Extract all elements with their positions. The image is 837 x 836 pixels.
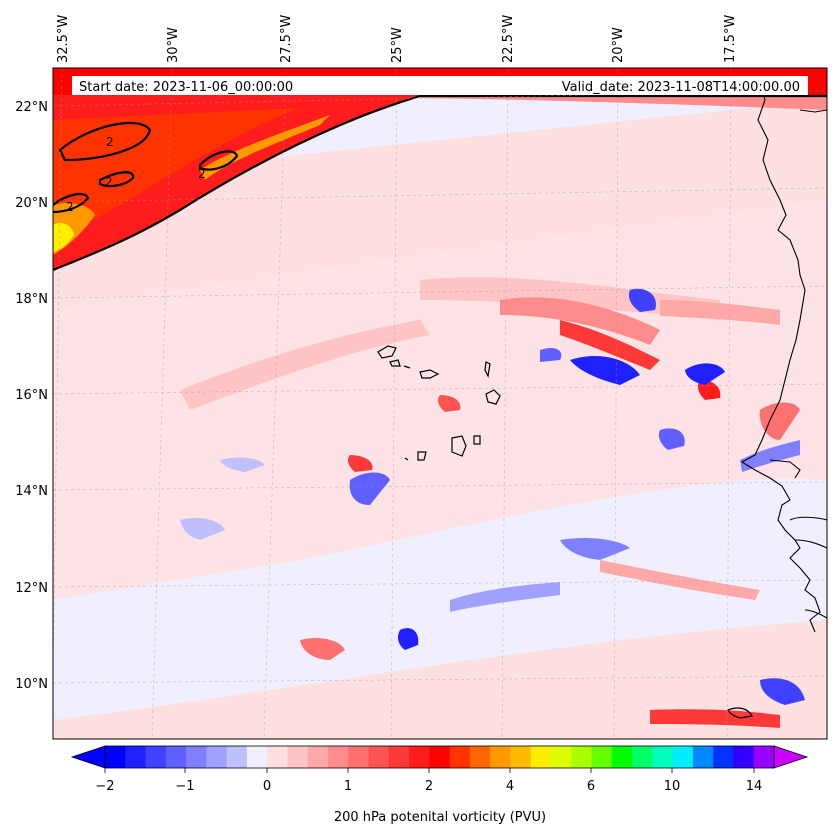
colorbar-cell: [632, 746, 653, 768]
lat-label: 20°N: [15, 196, 48, 211]
colorbar-tick-label: 1: [344, 779, 352, 794]
colorbar-ticks: −2 −1 0 1 2 4 6 10 14: [95, 768, 762, 794]
contour-label: 2: [106, 135, 114, 149]
colorbar-cell: [591, 746, 613, 768]
pv-field: [53, 100, 827, 739]
lon-label: 22.5°W: [501, 15, 516, 63]
cape-verde-islands: [377, 345, 753, 719]
colorbar-cell: [611, 746, 633, 768]
colorbar-cells: [105, 746, 775, 768]
colorbar-cell: [287, 746, 309, 768]
start-date-label: Start date: 2023-11-06_00:00:00: [79, 80, 293, 95]
colorbar-cell: [510, 746, 532, 768]
colorbar-cell: [429, 746, 451, 768]
contour-label: 2: [198, 167, 206, 181]
colorbar-cell: [692, 746, 714, 768]
colorbar-cell: [186, 746, 207, 768]
colorbar-cell: [551, 746, 572, 768]
map-frame: [52, 67, 828, 740]
colorbar-tick-label: 14: [746, 779, 763, 794]
lat-label: 16°N: [15, 388, 48, 403]
colorbar-cell: [571, 746, 593, 768]
map-panel: 2 2 2 2: [53, 68, 827, 739]
colorbar-cell: [246, 746, 268, 768]
colorbar-tick-label: 6: [587, 779, 595, 794]
colorbar-cell: [307, 746, 329, 768]
colorbar-cell: [328, 746, 349, 768]
negative-pv-streaks: [180, 288, 805, 705]
colorbar-frame: [104, 745, 775, 769]
colorbar-cell: [652, 746, 674, 768]
colorbar-cell: [267, 746, 289, 768]
lat-label: 22°N: [15, 100, 48, 115]
colorbar-cell: [348, 746, 370, 768]
lat-label: 18°N: [15, 292, 48, 307]
colorbar-cell: [733, 746, 755, 768]
lon-label: 27.5°W: [279, 15, 294, 63]
colorbar-tick-label: 0: [263, 779, 271, 794]
coastline: [740, 79, 827, 633]
contour-label: 2: [66, 200, 74, 214]
lat-label: 10°N: [15, 677, 48, 692]
colorbar-cell: [226, 746, 248, 768]
lon-label: 17.5°W: [723, 15, 738, 63]
contour-label: 2: [105, 175, 113, 189]
colorbar-tick-label: −1: [175, 779, 194, 794]
colorbar-cell: [713, 746, 735, 768]
colorbar-cell: [530, 746, 552, 768]
lon-label: 32.5°W: [56, 15, 71, 63]
colorbar-cell: [469, 746, 491, 768]
colorbar-cell: [672, 746, 694, 768]
colorbar-title: 200 hPa potenital vorticity (PVU): [334, 810, 546, 825]
colorbar-cell: [490, 746, 512, 768]
colorbar-tick-label: −2: [95, 779, 114, 794]
date-header-box: [72, 76, 808, 95]
contour-labels: 2 2 2 2: [66, 135, 206, 214]
colorbar-cell: [388, 746, 410, 768]
gridlines: [53, 68, 827, 739]
colorbar-tick-label: 10: [664, 779, 681, 794]
lat-label: 14°N: [15, 484, 48, 499]
colorbar-cell: [449, 746, 471, 768]
colorbar-cell: [409, 746, 430, 768]
colorbar-cell: [145, 746, 167, 768]
lon-label: 30°W: [166, 27, 181, 63]
valid-date-label: Valid_date: 2023-11-08T14:00:00.00: [562, 80, 800, 95]
colorbar-extend-min: [70, 745, 106, 769]
colorbar-cell: [125, 746, 147, 768]
colorbar-tick-label: 2: [425, 779, 433, 794]
colorbar-cell: [206, 746, 228, 768]
longitude-labels: 32.5°W 30°W 27.5°W 25°W 22.5°W 20°W 17.5…: [56, 15, 738, 63]
colorbar-cell: [165, 746, 187, 768]
lon-label: 25°W: [390, 27, 405, 63]
colorbar-tick-label: 4: [506, 779, 514, 794]
colorbar-cell: [753, 746, 775, 768]
colorbar: −2 −1 0 1 2 4 6 10 14 200 hPa potenital vorticit…: [70, 745, 809, 825]
colorbar-cell: [105, 746, 126, 768]
latitude-labels: 22°N 20°N 18°N 16°N 14°N 12°N 10°N: [15, 100, 48, 692]
colorbar-cell: [368, 746, 390, 768]
lon-label: 20°W: [611, 27, 626, 63]
lat-label: 12°N: [15, 581, 48, 596]
contour-lines: [53, 94, 827, 272]
colorbar-extend-max: [773, 745, 809, 769]
